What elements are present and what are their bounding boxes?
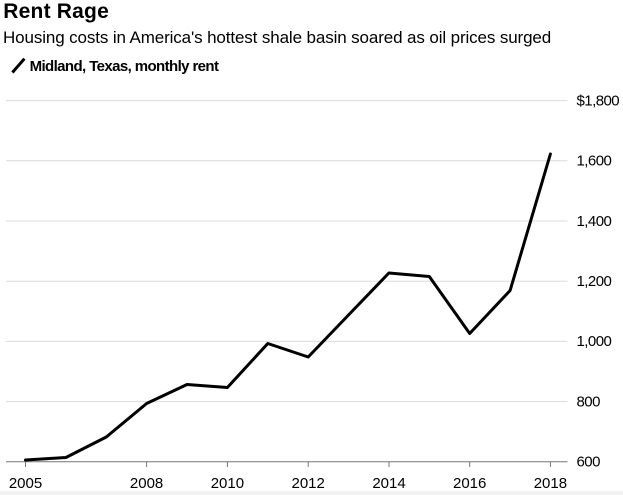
- svg-text:800: 800: [577, 393, 601, 410]
- svg-text:1,400: 1,400: [577, 213, 612, 230]
- svg-text:2018: 2018: [534, 475, 567, 492]
- svg-text:2005: 2005: [9, 475, 42, 492]
- svg-text:2010: 2010: [211, 475, 244, 492]
- svg-text:1,200: 1,200: [577, 273, 612, 290]
- svg-text:2016: 2016: [453, 475, 486, 492]
- svg-text:$1,800: $1,800: [577, 92, 620, 109]
- svg-text:2014: 2014: [372, 475, 405, 492]
- svg-text:600: 600: [577, 454, 601, 471]
- svg-text:2008: 2008: [130, 475, 163, 492]
- svg-text:2012: 2012: [292, 475, 325, 492]
- svg-text:1,600: 1,600: [577, 153, 612, 170]
- svg-text:1,000: 1,000: [577, 333, 612, 350]
